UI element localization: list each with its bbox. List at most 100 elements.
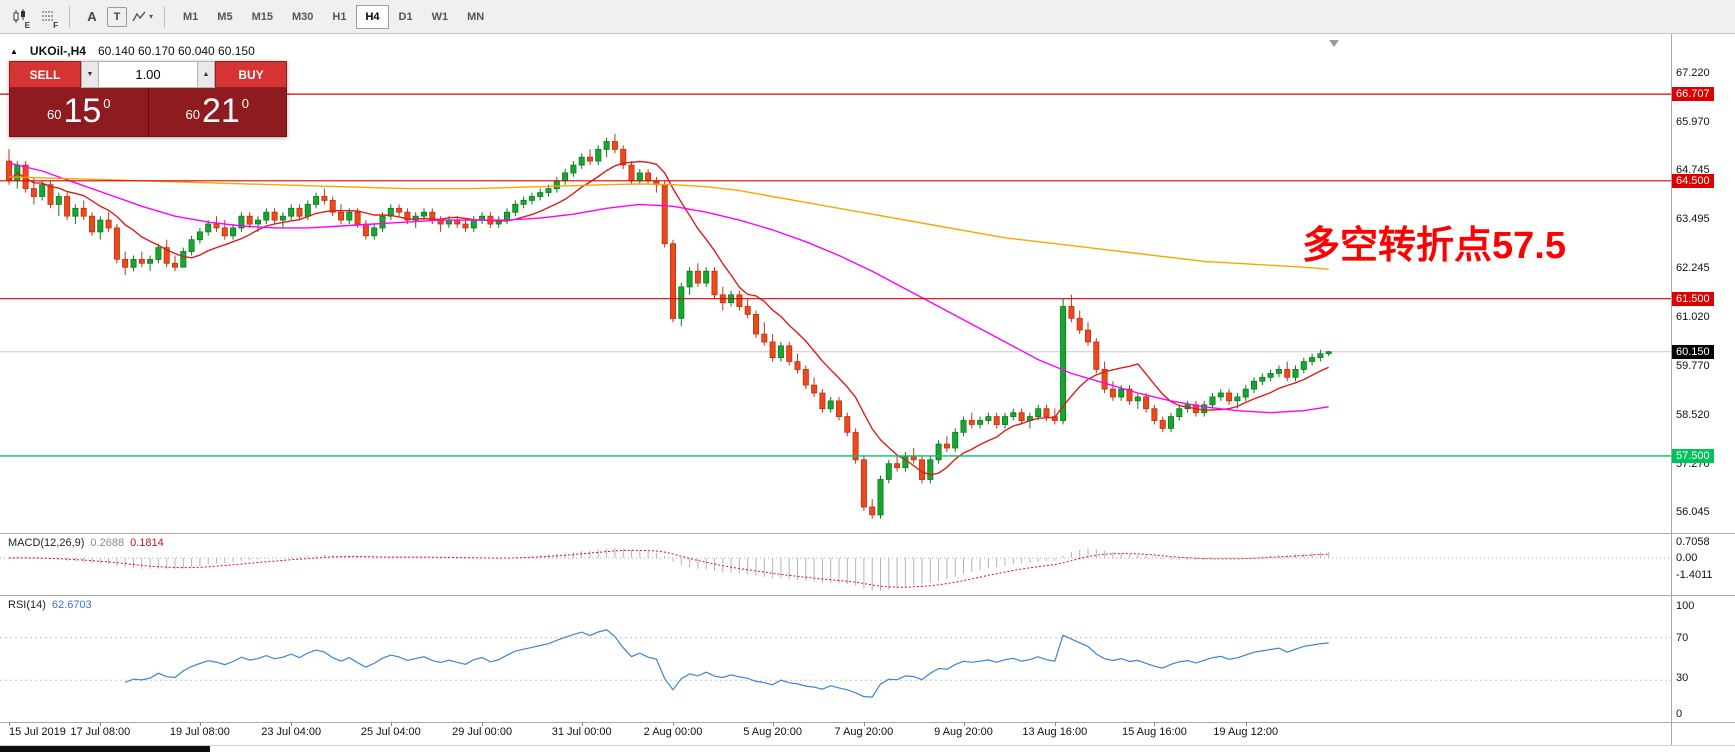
sell-button[interactable]: SELL <box>9 61 81 88</box>
time-label-12: 15 Aug 16:00 <box>1121 726 1187 738</box>
chart-annotation[interactable]: 多空转折点57.5 <box>1302 225 1566 267</box>
horizontal-scrollbar[interactable] <box>0 745 1735 752</box>
text-label-icon[interactable]: A <box>87 9 97 24</box>
price-tick-57.270: 57.270 <box>1676 457 1710 470</box>
sell-price-big: 15 <box>63 92 102 130</box>
candlestick-chart-icon[interactable]: E <box>6 4 32 30</box>
rsi-line <box>124 629 1329 698</box>
price-badge-66.707: 66.707 <box>1672 87 1714 102</box>
rsi-axis-label: 70 <box>1676 632 1689 644</box>
sell-price-small: 60 <box>46 107 62 122</box>
time-label-7: 2 Aug 00:00 <box>643 726 703 738</box>
macd-axis-label: 0.00 <box>1676 552 1698 564</box>
macd-axis-label: -1.4011 <box>1676 569 1713 581</box>
rsi-value: 62.6703 <box>51 599 92 611</box>
panel-splitter[interactable] <box>0 595 1735 596</box>
timeframe-H4[interactable]: H4 <box>356 4 389 29</box>
time-label-2: 19 Jul 08:00 <box>169 726 230 738</box>
icon-sub-label: E <box>24 20 30 30</box>
ma-red-line <box>8 160 1329 476</box>
chart-header: ▲ UKOil-,H4 60.140 60.170 60.040 60.150 <box>10 44 255 58</box>
time-label-10: 9 Aug 20:00 <box>934 726 993 738</box>
one-click-toggle-icon[interactable]: ▲ <box>10 46 18 56</box>
price-divider <box>147 88 149 136</box>
trade-controls-row: SELL ▼ 1.00 ▲ BUY <box>9 61 287 88</box>
toolbar-separator <box>164 5 165 28</box>
timeframe-M1[interactable]: M1 <box>174 5 207 29</box>
chart-shift-marker-icon[interactable] <box>1329 40 1339 47</box>
time-label-0: 15 Jul 2019 <box>9 726 66 738</box>
rsi-canvas[interactable] <box>0 596 1671 722</box>
timeframe-W1[interactable]: W1 <box>423 5 458 29</box>
buy-button[interactable]: BUY <box>215 61 287 88</box>
price-badge-60.150: 60.150 <box>1672 344 1714 359</box>
indicator-list-icon[interactable]: F <box>34 4 60 30</box>
zigzag-glyph <box>132 11 146 21</box>
hlines-layer[interactable] <box>0 93 1671 457</box>
main-chart-canvas[interactable] <box>0 34 1671 533</box>
timeframe-M15[interactable]: M15 <box>243 5 282 29</box>
toolbar: E F A T ▾ M1 M5 M15 M30 H1 H4 D1 W1 MN <box>0 0 1735 34</box>
volume-increase-button[interactable]: ▲ <box>197 61 215 88</box>
price-tick-62.245: 62.245 <box>1676 262 1710 275</box>
candles-layer <box>6 133 1332 519</box>
rsi-axis-label: 100 <box>1676 600 1695 612</box>
price-tick-67.220: 67.220 <box>1676 66 1710 79</box>
buy-price-display[interactable]: 60 21 0 <box>149 88 287 136</box>
macd-signal-line <box>8 549 1329 588</box>
price-badge-61.500: 61.500 <box>1672 291 1714 306</box>
macd-main-value: 0.2688 <box>90 537 125 549</box>
time-label-13: 19 Aug 12:00 <box>1213 726 1279 738</box>
rsi-title: RSI(14) <box>8 599 46 611</box>
volume-decrease-button[interactable]: ▼ <box>81 61 99 88</box>
buy-price-sup: 0 <box>241 96 250 111</box>
time-label-3: 23 Jul 04:00 <box>261 726 322 738</box>
timeframe-D1[interactable]: D1 <box>390 5 422 29</box>
macd-histogram <box>16 548 1330 591</box>
line-studies-icon[interactable]: ▾ <box>129 4 155 30</box>
time-label-8: 5 Aug 20:00 <box>743 726 802 738</box>
price-tick-65.970: 65.970 <box>1676 116 1710 128</box>
list-glyph <box>41 11 53 20</box>
macd-header: MACD(12,26,9) 0.2688 0.1814 <box>8 537 164 549</box>
buy-price-big: 21 <box>201 92 240 130</box>
text-box-icon[interactable]: T <box>107 6 127 27</box>
trade-prices-row: 60 15 0 60 21 0 <box>9 88 287 137</box>
price-tick-56.045: 56.045 <box>1676 506 1710 519</box>
icon-sub-label: F <box>53 20 58 30</box>
time-label-4: 25 Jul 04:00 <box>360 726 421 738</box>
time-label-9: 7 Aug 20:00 <box>834 726 894 738</box>
time-label-1: 17 Jul 08:00 <box>70 726 131 738</box>
macd-signal-value: 0.1814 <box>130 537 164 549</box>
price-tick-59.770: 59.770 <box>1676 359 1710 372</box>
timeframe-M5[interactable]: M5 <box>208 5 241 29</box>
panel-splitter[interactable] <box>0 533 1735 534</box>
sell-price-display[interactable]: 60 15 0 <box>10 88 148 136</box>
time-label-6: 31 Jul 00:00 <box>551 726 612 738</box>
rsi-header: RSI(14) 62.6703 <box>8 599 92 611</box>
ma-magenta-line <box>8 162 1329 414</box>
timeframe-M30[interactable]: M30 <box>283 5 322 29</box>
one-click-trading-panel: SELL ▼ 1.00 ▲ BUY 60 15 0 60 21 0 <box>9 61 287 137</box>
macd-canvas[interactable] <box>0 534 1671 595</box>
timeframe-group: M1 M5 M15 M30 H1 H4 D1 W1 MN <box>174 4 493 29</box>
candlestick-glyph <box>13 8 25 23</box>
timeframe-H1[interactable]: H1 <box>323 5 355 29</box>
time-label-11: 13 Aug 16:00 <box>1022 726 1088 738</box>
price-tick-63.495: 63.495 <box>1676 213 1710 226</box>
timeframe-MN[interactable]: MN <box>458 5 493 29</box>
scrollbar-thumb[interactable] <box>0 746 210 752</box>
rsi-axis-label: 30 <box>1676 672 1689 684</box>
toolbar-separator <box>69 5 70 28</box>
symbol-label: UKOil-,H4 <box>29 44 86 58</box>
volume-input[interactable]: 1.00 <box>99 61 197 88</box>
price-tick-61.020: 61.020 <box>1676 310 1710 323</box>
ma-orange-line <box>8 176 1329 270</box>
price-badge-57.500: 57.500 <box>1672 448 1714 463</box>
macd-axis-label: 0.7058 <box>1676 536 1710 548</box>
price-tick-64.745: 64.745 <box>1676 164 1710 177</box>
price-axis-separator <box>1671 34 1672 745</box>
ohlc-values: 60.140 60.170 60.040 60.150 <box>97 44 255 58</box>
price-badge-64.500: 64.500 <box>1672 173 1714 188</box>
time-label-5: 29 Jul 00:00 <box>452 726 513 738</box>
